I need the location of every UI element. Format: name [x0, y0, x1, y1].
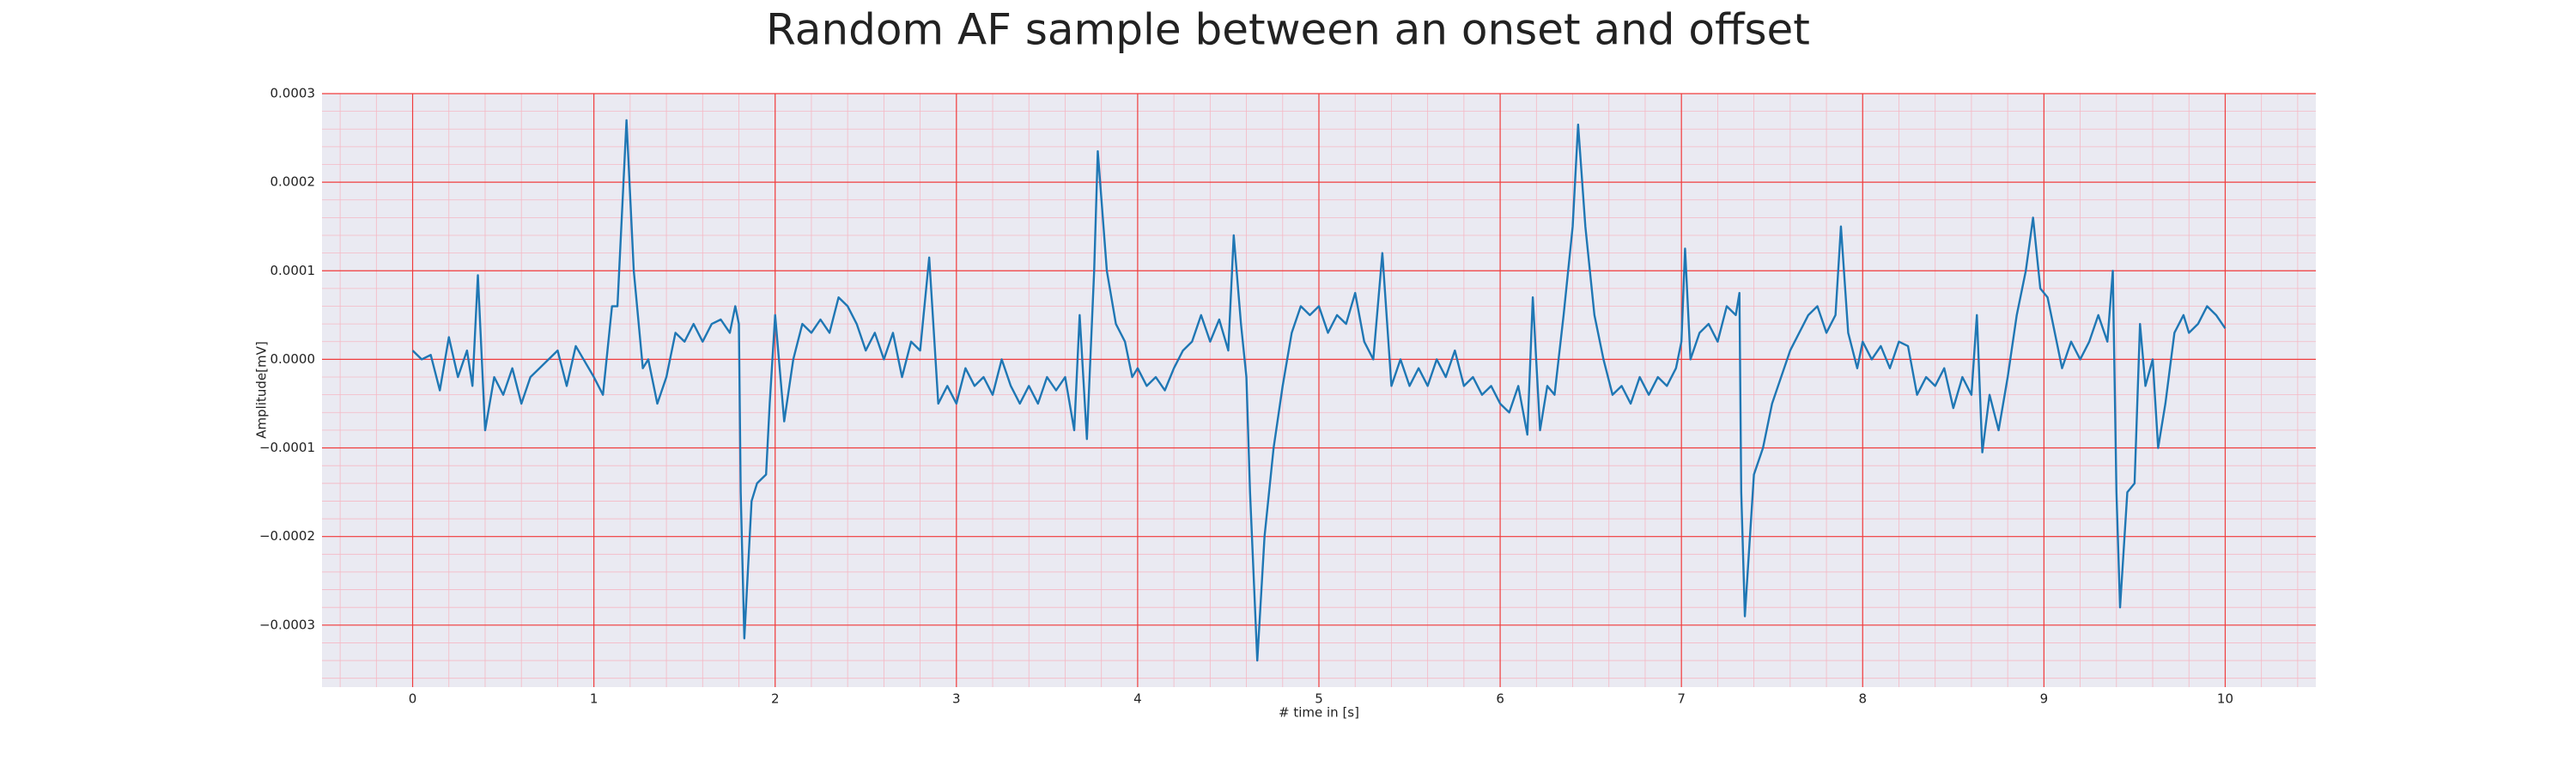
y-tick-label: 0.0003 — [270, 86, 316, 101]
x-tick-label: 1 — [590, 691, 598, 707]
signal-line — [411, 119, 2227, 662]
y-tick-label: −0.0001 — [259, 440, 315, 455]
x-tick-label: 6 — [1496, 691, 1504, 707]
y-tick-label: 0.0000 — [270, 351, 316, 367]
y-axis-label: Amplitude[mV] — [254, 341, 270, 438]
x-tick-label: 0 — [409, 691, 417, 707]
x-axis-label: # time in [s] — [1279, 705, 1359, 721]
y-tick-label: 0.0002 — [270, 174, 316, 190]
y-tick-label: −0.0003 — [259, 617, 315, 632]
y-tick-label: 0.0001 — [270, 263, 316, 278]
x-tick-label: 8 — [1858, 691, 1867, 707]
x-tick-label: 5 — [1315, 691, 1323, 707]
x-tick-label: 2 — [771, 691, 780, 707]
x-tick-label: 10 — [2217, 691, 2233, 707]
x-tick-label: 7 — [1677, 691, 1686, 707]
chart-title: Random AF sample between an onset and of… — [766, 5, 1810, 55]
x-tick-label: 9 — [2040, 691, 2049, 707]
x-tick-label: 3 — [952, 691, 961, 707]
y-tick-label: −0.0002 — [259, 528, 315, 544]
x-tick-label: 4 — [1133, 691, 1142, 707]
